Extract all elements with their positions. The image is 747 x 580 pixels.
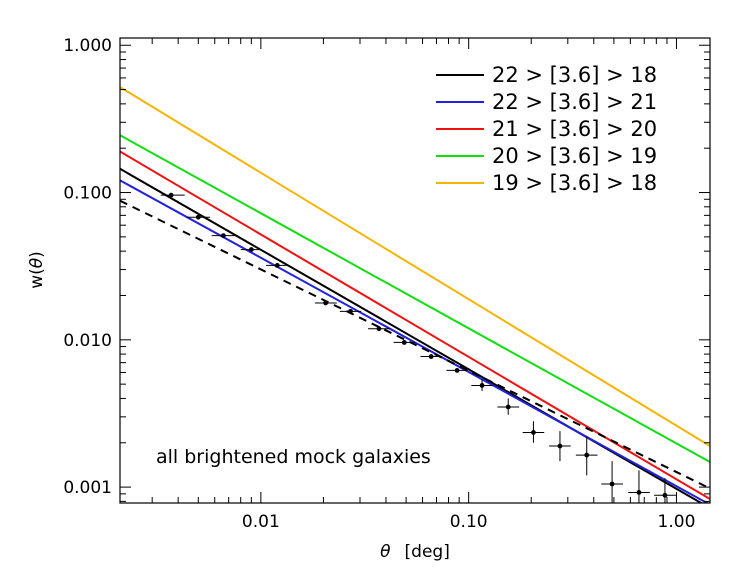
point-marker: [401, 340, 407, 345]
point-marker: [636, 490, 642, 495]
plot-frame: [119, 37, 711, 504]
point-marker: [505, 404, 511, 410]
data-point-3: [240, 247, 262, 252]
data-point-6: [339, 308, 362, 314]
data-point-1: [186, 214, 211, 220]
data-points: [160, 192, 676, 503]
data-point-18: [654, 478, 676, 503]
y-tick-label-0: 0.001: [63, 478, 112, 498]
point-marker: [274, 263, 280, 268]
x-axis-label: θ [deg]: [380, 542, 450, 562]
data-point-8: [393, 340, 416, 345]
point-marker: [248, 247, 254, 252]
point-marker: [479, 383, 485, 388]
point-marker: [454, 367, 460, 373]
point-marker: [428, 354, 434, 359]
axis-ticks: 0.01 0.10 1.00 0.001 0.010 0.100 1.000: [63, 36, 710, 532]
point-marker: [348, 308, 353, 314]
x-tick-label-0: 0.01: [242, 512, 280, 532]
y-tick-label-2: 0.100: [63, 184, 112, 204]
point-marker: [323, 300, 329, 306]
x-tick-label-2: 1.00: [658, 512, 696, 532]
data-point-15: [575, 436, 598, 476]
series-line-4: [120, 86, 710, 447]
point-marker: [376, 326, 382, 332]
series-line-5: [120, 199, 710, 490]
data-point-16: [601, 461, 624, 503]
point-marker: [584, 452, 590, 458]
point-marker: [557, 443, 563, 449]
point-marker: [220, 233, 226, 239]
point-marker: [168, 192, 174, 198]
point-marker: [662, 492, 668, 498]
data-point-10: [446, 367, 469, 373]
series-lines: [120, 86, 710, 503]
y-tick-label-3: 1.000: [63, 36, 112, 56]
legend-label-0: 22 > [3.6] > 18: [492, 63, 657, 87]
data-point-2: [211, 233, 235, 239]
legend: 22 > [3.6] > 18 22 > [3.6] > 21 21 > [3.6]…: [436, 63, 657, 195]
data-point-12: [497, 398, 520, 415]
legend-label-1: 22 > [3.6] > 21: [492, 90, 657, 114]
data-point-4: [266, 263, 289, 268]
data-point-14: [549, 431, 571, 462]
x-tick-label-1: 0.10: [450, 512, 488, 532]
data-point-11: [471, 379, 494, 391]
point-marker: [195, 214, 201, 220]
data-point-0: [160, 192, 185, 198]
legend-label-3: 20 > [3.6] > 19: [492, 144, 657, 168]
data-point-5: [314, 300, 337, 306]
data-point-7: [368, 326, 390, 332]
data-point-9: [420, 354, 442, 359]
legend-label-4: 19 > [3.6] > 18: [492, 171, 657, 195]
point-marker: [531, 430, 536, 435]
y-tick-label-1: 0.010: [63, 331, 112, 351]
legend-label-2: 21 > [3.6] > 20: [492, 117, 657, 141]
data-point-17: [628, 470, 650, 503]
y-axis-label: w(θ): [27, 251, 47, 289]
annotation: all brightened mock galaxies: [156, 446, 431, 468]
series-line-3: [120, 134, 710, 463]
data-point-13: [522, 421, 545, 443]
point-marker: [609, 481, 615, 487]
